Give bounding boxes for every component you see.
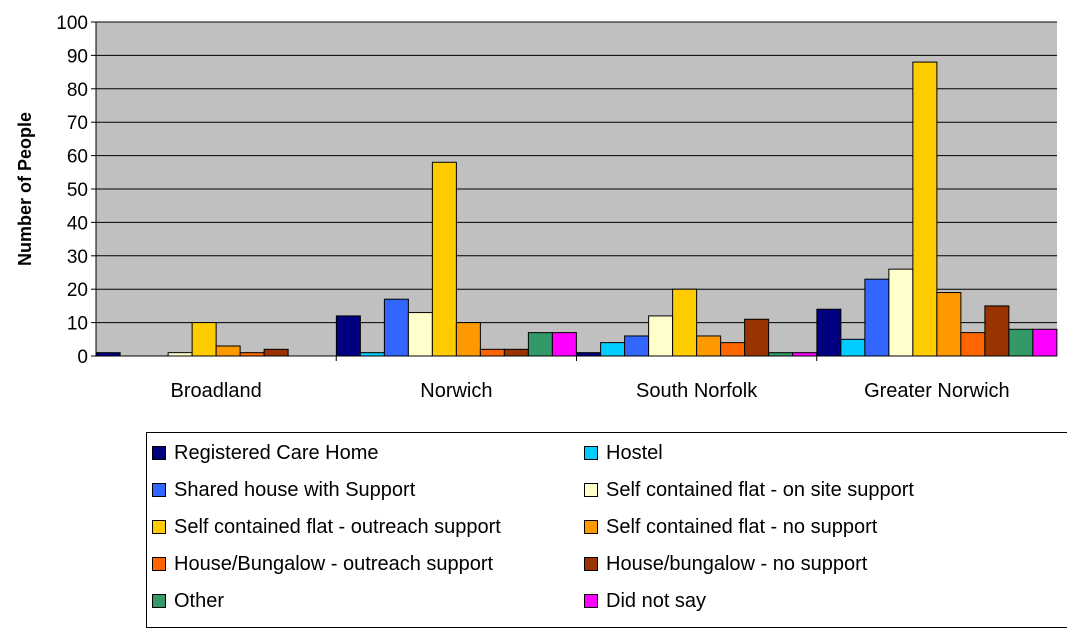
y-tick-label: 60 — [67, 147, 88, 168]
y-tick-label: 30 — [67, 247, 88, 268]
legend-item: Self contained flat - on site support — [584, 475, 914, 505]
bar — [335, 315, 361, 357]
legend-item: Shared house with Support — [152, 475, 415, 505]
bar — [744, 318, 770, 357]
bar — [696, 335, 722, 357]
legend-item: Registered Care Home — [152, 438, 379, 468]
bar-chart: 0 10 20 30 40 50 60 70 80 90 100 Broadland Norwich S… — [15, 13, 1058, 402]
bar — [359, 352, 385, 357]
y-axis-label: Number of People — [15, 112, 35, 266]
legend-item: House/Bungalow - outreach support — [152, 549, 493, 579]
bar — [95, 352, 121, 357]
bar — [768, 352, 794, 357]
legend-label: Did not say — [606, 589, 707, 612]
legend-swatch — [152, 557, 166, 571]
legend-label: Self contained flat - outreach support — [174, 515, 501, 538]
y-tick-label: 90 — [67, 46, 88, 67]
bar — [888, 268, 914, 357]
legend-swatch — [152, 446, 166, 460]
category-label: South Norfolk — [636, 380, 758, 402]
y-tick-label: 10 — [67, 314, 88, 335]
category-label: Greater Norwich — [864, 380, 1010, 402]
bar — [191, 322, 217, 357]
legend-label: Registered Care Home — [174, 441, 379, 464]
gridlines — [96, 21, 1057, 324]
y-tick-label: 40 — [67, 213, 88, 234]
legend-item: House/bungalow - no support — [584, 549, 867, 579]
bar — [215, 345, 241, 357]
legend-swatch — [152, 594, 166, 608]
bar — [407, 312, 433, 357]
bar — [239, 352, 265, 357]
legend: Registered Care Home Hostel Shared house w… — [146, 432, 1067, 628]
legend-swatch — [152, 483, 166, 497]
legend-item: Did not say — [584, 586, 706, 616]
legend-item: Other — [152, 586, 224, 616]
legend-label: Shared house with Support — [174, 478, 416, 501]
bar — [551, 332, 577, 357]
y-tick-label: 80 — [67, 80, 88, 101]
bar — [576, 352, 602, 357]
legend-swatch — [584, 557, 598, 571]
bar — [503, 348, 529, 357]
legend-label: Self contained flat - on site support — [606, 478, 914, 501]
category-label: Broadland — [171, 380, 262, 402]
bar — [383, 298, 409, 357]
y-tick-label: 50 — [67, 180, 88, 201]
legend-label: House/Bungalow - outreach support — [174, 552, 494, 575]
legend-swatch — [152, 520, 166, 534]
bar — [792, 352, 818, 357]
y-tick-label: 70 — [67, 113, 88, 134]
bar — [816, 308, 842, 357]
bar — [479, 348, 505, 357]
category-label: Norwich — [420, 380, 492, 402]
bar — [864, 278, 890, 357]
legend-swatch — [584, 483, 598, 497]
bar — [600, 342, 626, 357]
bar — [672, 288, 698, 357]
bar — [624, 335, 650, 357]
legend-label: Hostel — [606, 441, 663, 464]
bar — [527, 332, 553, 357]
bar — [984, 305, 1010, 357]
bar — [648, 315, 674, 357]
legend-swatch — [584, 446, 598, 460]
legend-item: Hostel — [584, 438, 663, 468]
y-tick-label: 20 — [67, 280, 88, 301]
legend-label: House/bungalow - no support — [606, 552, 868, 575]
bar — [167, 352, 193, 357]
bar — [936, 292, 962, 357]
legend-swatch — [584, 594, 598, 608]
bar — [1008, 328, 1034, 357]
bar — [912, 61, 938, 357]
category-labels: Broadland Norwich South Norfolk Greater Nor… — [171, 356, 1010, 402]
legend-item: Self contained flat - outreach support — [152, 512, 501, 542]
bar — [1032, 328, 1058, 357]
bar — [455, 322, 481, 357]
y-tick-label: 100 — [56, 13, 88, 34]
bar — [960, 332, 986, 357]
y-tick-label: 0 — [77, 347, 88, 368]
y-tick-labels: 0 10 20 30 40 50 60 70 80 90 100 — [56, 13, 96, 368]
bar — [720, 342, 746, 357]
bar — [263, 348, 289, 357]
bar — [431, 161, 457, 357]
bar — [840, 338, 866, 357]
legend-label: Other — [174, 589, 225, 612]
legend-swatch — [584, 520, 598, 534]
legend-label: Self contained flat - no support — [606, 515, 878, 538]
legend-item: Self contained flat - no support — [584, 512, 877, 542]
